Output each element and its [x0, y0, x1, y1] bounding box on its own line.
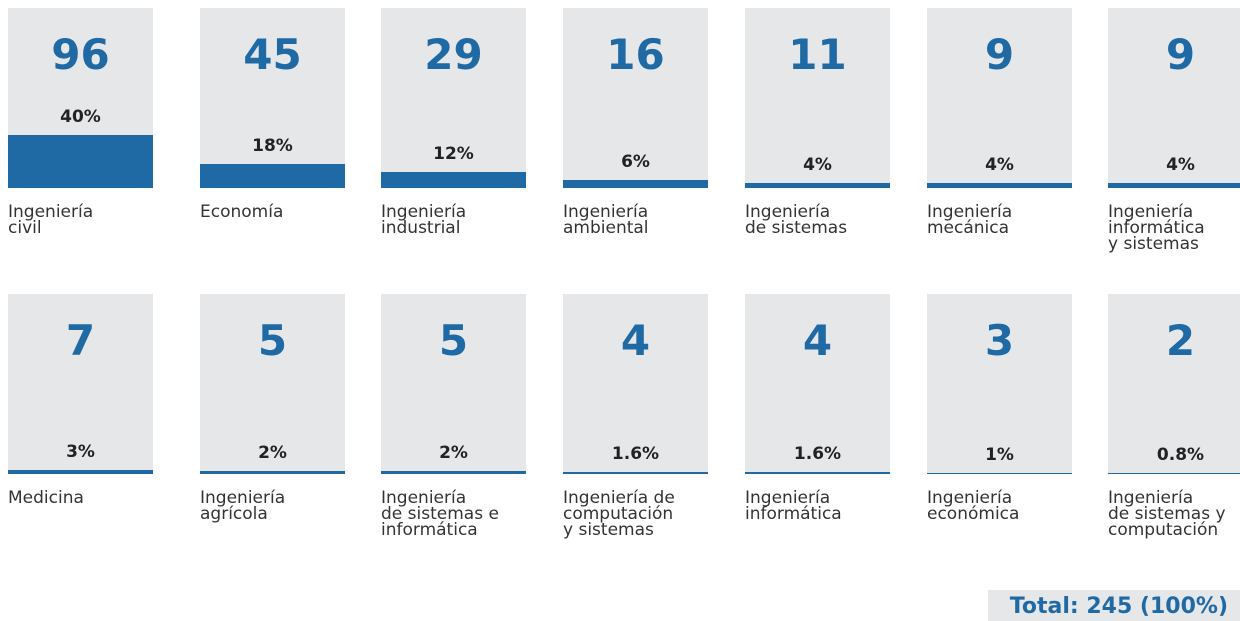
count: 5 — [257, 316, 288, 365]
percent-label: 12% — [433, 144, 474, 165]
bar — [200, 164, 345, 188]
percent-label: 4% — [803, 154, 832, 175]
percent-label: 3% — [66, 442, 95, 463]
count: 4 — [802, 316, 833, 365]
total: Total: 245 (100%) — [988, 590, 1240, 621]
card: 96 40% — [8, 8, 153, 188]
count: 16 — [606, 30, 665, 79]
count: 45 — [243, 30, 302, 79]
category-label: Ingeniería ambiental — [563, 202, 649, 238]
bar — [381, 471, 526, 474]
percent-label: 40% — [60, 106, 101, 127]
card: 45 18% — [200, 8, 345, 188]
percent-label: 1.6% — [611, 443, 660, 464]
category-label: Ingeniería de sistemas e informática — [381, 488, 499, 540]
card: 9 4% — [1108, 8, 1240, 188]
card: 5 2% — [200, 294, 345, 474]
bar — [927, 182, 1072, 188]
bar — [563, 471, 708, 474]
category-label: Ingeniería industrial — [381, 202, 467, 238]
percent-label: 1% — [985, 444, 1014, 465]
card: 4 1.6% — [563, 294, 708, 474]
percent-label: 4% — [985, 154, 1014, 175]
category-label: Ingeniería civil — [8, 202, 94, 238]
bar — [563, 180, 708, 188]
percent-label: 18% — [252, 136, 293, 157]
category-label: Ingeniería mecánica — [927, 202, 1013, 238]
bar — [381, 172, 526, 188]
bar — [200, 471, 345, 474]
category-label: Ingeniería informática y sistemas — [1108, 202, 1205, 254]
category-label: Ingeniería de sistemas — [745, 202, 848, 238]
card: 11 4% — [745, 8, 890, 188]
card: 29 12% — [381, 8, 526, 188]
count: 9 — [984, 30, 1015, 79]
count: 5 — [438, 316, 469, 365]
count: 9 — [1165, 30, 1196, 79]
category-label: Ingeniería informática — [745, 488, 842, 524]
card: 9 4% — [927, 8, 1072, 188]
category-label: Ingeniería de computación y sistemas — [563, 488, 675, 540]
category-label: Economía — [200, 202, 284, 222]
bar — [745, 471, 890, 474]
count: 29 — [424, 30, 483, 79]
card: 7 3% — [8, 294, 153, 474]
category-label: Medicina — [8, 488, 84, 508]
bar — [1108, 182, 1240, 188]
count: 7 — [65, 316, 96, 365]
category-label: Ingeniería agrícola — [200, 488, 286, 524]
card: 3 1% — [927, 294, 1072, 474]
count: 96 — [51, 30, 110, 79]
bar — [8, 134, 153, 188]
count: 11 — [788, 30, 847, 79]
bar — [745, 182, 890, 188]
percent-label: 6% — [621, 152, 650, 173]
category-label: Ingeniería económica — [927, 488, 1020, 524]
percent-label: 4% — [1166, 154, 1195, 175]
percent-label: 0.8% — [1156, 444, 1205, 465]
card: 4 1.6% — [745, 294, 890, 474]
bar — [8, 470, 153, 474]
percent-label: 2% — [258, 443, 287, 464]
category-label: Ingeniería de sistemas y computación — [1108, 488, 1226, 540]
card: 5 2% — [381, 294, 526, 474]
bar — [927, 472, 1072, 474]
card: 2 0.8% — [1108, 294, 1240, 474]
count: 2 — [1165, 316, 1196, 365]
count: 4 — [620, 316, 651, 365]
count: 3 — [984, 316, 1015, 365]
bar — [1108, 472, 1240, 474]
card: 16 6% — [563, 8, 708, 188]
percent-label: 2% — [439, 443, 468, 464]
percent-label: 1.6% — [793, 443, 842, 464]
